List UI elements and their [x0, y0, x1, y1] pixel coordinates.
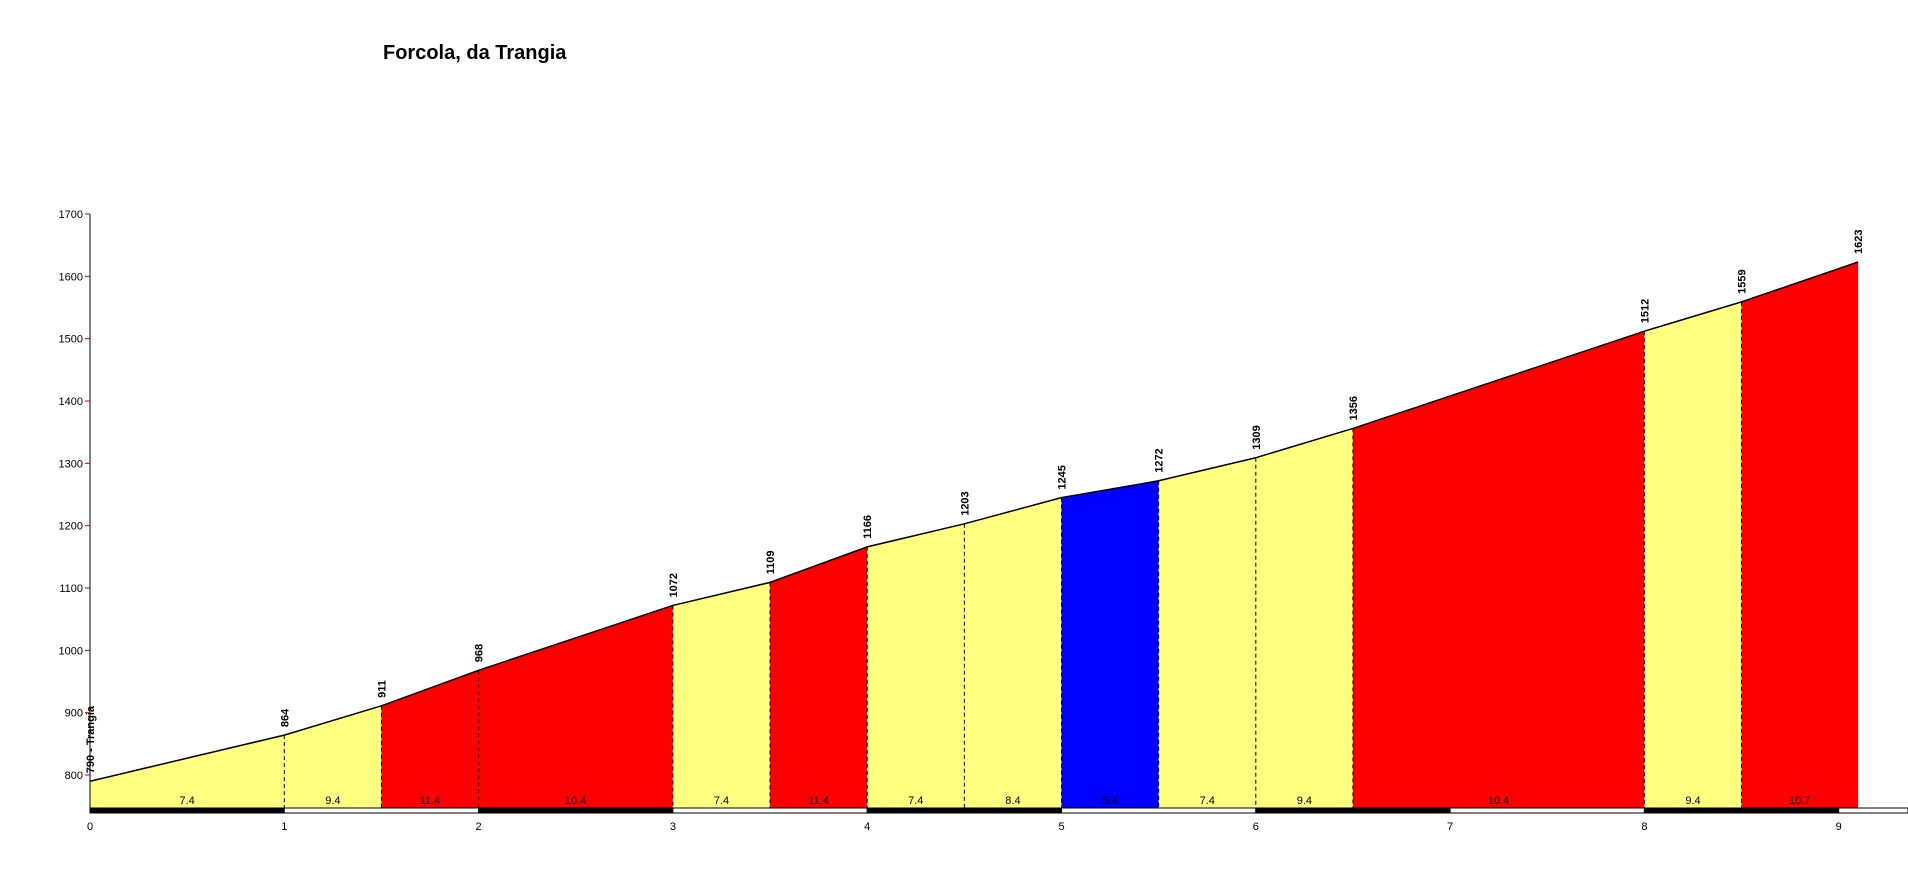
gradient-segment	[1741, 261, 1859, 808]
gradient-segment	[90, 735, 285, 808]
gradient-segment	[1158, 457, 1256, 808]
elevation-label: 790 - Trangia	[85, 705, 97, 773]
gradient-label: 7.4	[908, 795, 923, 807]
gradient-label: 11.4	[420, 795, 441, 807]
km-bar	[1838, 807, 1908, 814]
chart-title: Forcola, da Trangia	[383, 42, 567, 64]
elevation-label: 1166	[862, 515, 874, 539]
km-bar	[866, 807, 1063, 814]
y-tick-label: 1500	[59, 334, 83, 346]
x-tick-label: 5	[1058, 821, 1064, 833]
gradient-segment	[284, 705, 382, 808]
elevation-label: 1559	[1737, 269, 1749, 293]
gradient-segment	[867, 523, 965, 808]
elevation-label: 1109	[765, 551, 777, 575]
gradient-label: 5.4	[1102, 795, 1117, 807]
gradient-segment	[478, 605, 673, 808]
km-bar	[1255, 807, 1451, 814]
gradient-label: 9.4	[325, 795, 340, 807]
y-tick-label: 800	[65, 770, 83, 782]
gradient-label: 11.4	[808, 795, 829, 807]
y-tick-label: 1100	[59, 583, 83, 595]
gradient-segment	[964, 497, 1062, 808]
gradient-label: 7.4	[180, 795, 195, 807]
gradient-label: 9.4	[1685, 795, 1700, 807]
km-bar	[89, 807, 285, 814]
elevation-label: 1245	[1057, 465, 1069, 489]
km-bar	[1449, 807, 1645, 814]
y-tick-label: 1700	[59, 209, 83, 221]
gradient-label: 8.4	[1005, 795, 1020, 807]
km-bar	[1061, 807, 1257, 814]
y-tick-label: 1600	[59, 271, 83, 283]
km-bar	[283, 807, 480, 814]
gradient-label: 10.4	[565, 795, 586, 807]
x-tick-label: 8	[1641, 821, 1647, 833]
y-tick-label: 1400	[59, 396, 83, 408]
gradient-segment	[672, 582, 771, 808]
elevation-label: 1356	[1348, 396, 1360, 420]
gradient-label: 9.4	[1297, 795, 1312, 807]
gradient-segment	[1352, 331, 1645, 808]
elevation-label: 1623	[1853, 230, 1865, 254]
x-tick-label: 0	[87, 821, 93, 833]
gradient-segment	[381, 670, 479, 808]
x-tick-label: 4	[864, 821, 870, 833]
elevation-label: 1203	[959, 491, 971, 515]
elevation-label: 911	[376, 680, 388, 698]
gradient-label: 7.4	[714, 795, 729, 807]
elevation-label: 968	[474, 644, 486, 662]
gradient-segment	[770, 546, 868, 808]
elevation-label: 1072	[668, 573, 680, 597]
y-tick-label: 1000	[59, 645, 83, 657]
elevation-label: 1512	[1639, 299, 1651, 323]
x-tick-label: 7	[1447, 821, 1453, 833]
elevation-label: 1309	[1251, 425, 1263, 449]
km-bar	[672, 807, 868, 814]
x-tick-label: 2	[476, 821, 482, 833]
gradient-label: 7.4	[1200, 795, 1215, 807]
gradient-label: 10.7	[1789, 795, 1810, 807]
gradient-segment	[1255, 428, 1353, 808]
elevation-label: 864	[279, 708, 291, 727]
km-bar	[1643, 807, 1840, 814]
y-tick-label: 1300	[59, 458, 83, 470]
y-tick-label: 900	[65, 708, 83, 720]
x-tick-label: 1	[281, 821, 287, 833]
gradient-segment	[1644, 301, 1742, 808]
y-tick-label: 1200	[59, 521, 83, 533]
x-tick-label: 6	[1253, 821, 1259, 833]
x-tick-label: 9	[1836, 821, 1842, 833]
gradient-segment	[1061, 480, 1159, 808]
x-tick-label: 3	[670, 821, 676, 833]
elevation-label: 1272	[1154, 448, 1166, 472]
km-bar	[478, 807, 674, 814]
gradient-label: 10.4	[1488, 795, 1509, 807]
